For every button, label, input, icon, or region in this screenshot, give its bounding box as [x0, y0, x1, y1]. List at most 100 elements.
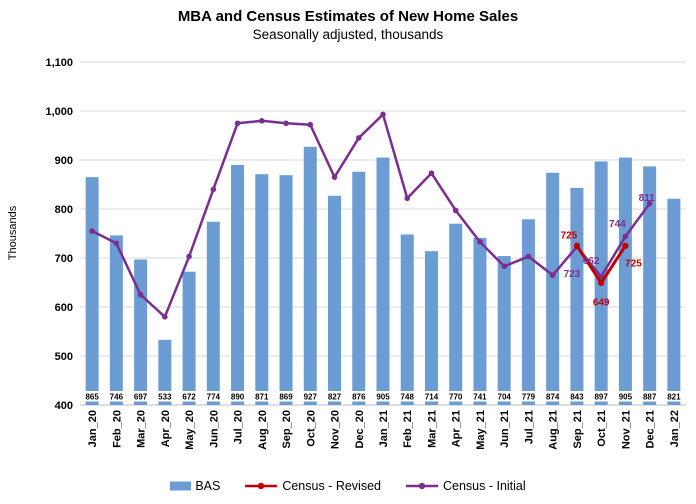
bar	[376, 157, 390, 405]
x-tick-label: Aug_21	[548, 410, 560, 450]
x-tick-label: Apr_20	[160, 410, 172, 447]
bar-value-label: 533	[158, 393, 172, 402]
point-value-label: 662	[583, 256, 600, 267]
census-revised-line	[573, 242, 629, 287]
x-tick-label: Aug_20	[257, 410, 269, 450]
bar-value-label: 821	[667, 393, 681, 402]
bar-value-label: 871	[255, 393, 269, 402]
x-tick-label: Mar_21	[426, 410, 438, 448]
x-tick-label: Feb_21	[402, 410, 414, 448]
data-point-marker	[646, 200, 653, 207]
y-axis-ticks: 400 500 600 700 800 900 1,000 1,100	[45, 57, 73, 412]
census-initial-line	[89, 111, 653, 320]
data-point-marker	[428, 170, 435, 177]
x-tick-label: May_21	[475, 410, 487, 450]
data-point-marker	[331, 174, 338, 180]
bar-value-label: 714	[425, 393, 439, 402]
point-value-label: 723	[564, 269, 581, 280]
data-point-marker	[89, 228, 95, 234]
data-point-marker	[380, 111, 386, 118]
data-point-marker	[307, 121, 314, 128]
data-point-marker	[234, 120, 241, 127]
y-tick-label: 800	[55, 204, 73, 216]
bar-value-label: 876	[352, 393, 366, 402]
x-tick-label: Dec_20	[354, 410, 366, 449]
y-tick-label: 900	[55, 155, 73, 167]
x-tick-label: Sep_21	[572, 410, 584, 449]
chart-title: MBA and Census Estimates of New Home Sal…	[177, 8, 519, 25]
bar-value-label: 927	[304, 393, 318, 402]
bar	[279, 175, 293, 405]
bar-value-labels: 865 746 697 533 672 774 890 871 869 927 827 876 905 7…	[82, 391, 684, 402]
data-point-marker	[598, 273, 604, 280]
line-marker-icon	[245, 482, 278, 490]
bar-value-label: 746	[110, 393, 124, 402]
bar	[497, 256, 511, 405]
bar-value-label: 905	[619, 393, 633, 402]
bar-value-label: 704	[498, 393, 512, 402]
chart-subtitle: Seasonally adjusted, thousands	[252, 27, 444, 42]
bar-value-label: 827	[328, 393, 342, 402]
bar	[643, 166, 657, 405]
legend-label-bas: BAS	[195, 479, 221, 493]
data-point-marker	[113, 240, 120, 247]
bar-value-label: 869	[279, 393, 293, 402]
data-point-marker	[477, 239, 483, 245]
data-point-marker	[452, 207, 459, 214]
x-tick-label: Jul_20	[233, 410, 245, 444]
bar-value-label: 697	[134, 393, 148, 402]
point-value-label: 811	[639, 193, 656, 204]
x-tick-label: Mar_20	[136, 410, 148, 448]
bar-value-label: 865	[85, 393, 99, 402]
bar	[618, 157, 632, 405]
bar-value-label: 843	[570, 393, 584, 402]
legend-item-census-initial: Census - Initial	[405, 479, 526, 493]
x-tick-label: Dec_21	[645, 410, 657, 449]
x-tick-label: Oct_21	[596, 410, 608, 447]
data-point-marker	[259, 118, 265, 124]
gridlines	[80, 61, 686, 406]
bars	[85, 146, 681, 405]
data-point-marker	[186, 253, 192, 260]
bar	[546, 172, 560, 405]
y-tick-label: 500	[55, 351, 73, 363]
x-tick-label: Jul_21	[523, 410, 535, 444]
bar	[449, 223, 463, 405]
bar	[255, 174, 269, 405]
bar	[328, 195, 342, 405]
data-point-marker	[404, 195, 411, 202]
data-point-marker	[162, 314, 168, 320]
point-value-label: 744	[609, 219, 626, 230]
legend-item-bas: BAS	[170, 479, 220, 493]
data-point-marker	[210, 186, 217, 193]
x-tick-label: Sep_20	[281, 410, 293, 449]
bar-value-label: 774	[207, 393, 221, 402]
bar-value-label: 874	[546, 393, 560, 402]
data-point-marker	[549, 272, 556, 278]
point-value-label: 725	[625, 258, 642, 269]
x-tick-label: Jun_21	[499, 410, 511, 448]
bar	[303, 146, 317, 405]
x-tick-label: Jun_20	[208, 410, 220, 448]
bar-value-label: 887	[643, 393, 657, 402]
data-point-marker	[137, 291, 144, 298]
legend-label-census-initial: Census - Initial	[442, 479, 526, 493]
y-tick-label: 1,100	[45, 57, 73, 69]
line-marker-icon	[405, 482, 438, 490]
data-point-marker	[622, 233, 629, 240]
x-tick-label: Feb_20	[111, 410, 123, 448]
bar	[521, 219, 535, 405]
bar-value-label: 748	[401, 393, 415, 402]
bar	[570, 187, 584, 405]
bar-value-label: 779	[522, 393, 536, 402]
bar-value-label: 672	[182, 393, 196, 402]
bar	[182, 271, 196, 405]
bar	[206, 221, 220, 405]
bar-value-label: 897	[594, 393, 608, 402]
bar-value-label: 890	[231, 393, 245, 402]
bar	[667, 198, 681, 405]
point-value-label: 725	[561, 230, 578, 241]
bar-swatch-icon	[170, 481, 192, 491]
data-point-marker	[525, 253, 532, 260]
